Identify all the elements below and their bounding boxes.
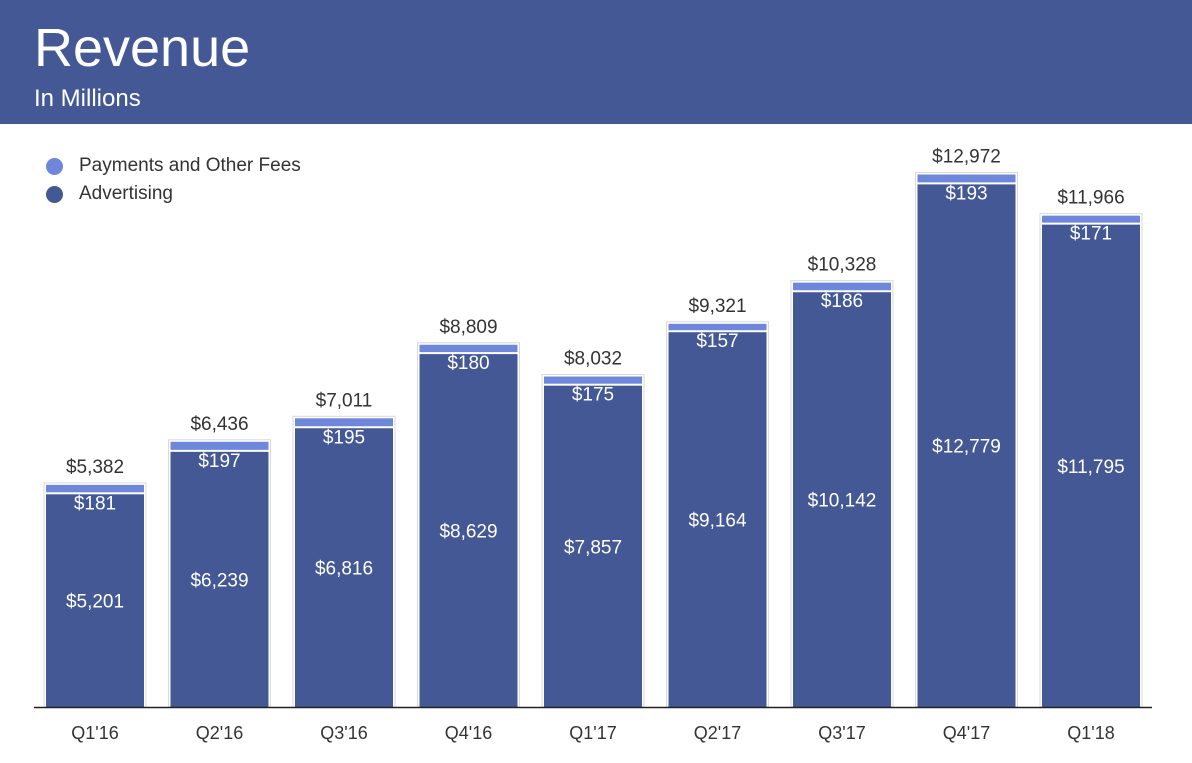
total-label: $7,011 — [316, 390, 373, 411]
x-tick-label: Q2'16 — [196, 723, 243, 743]
x-tick-label: Q1'16 — [71, 723, 118, 743]
bar-advertising — [295, 428, 393, 707]
bar-payments — [793, 282, 891, 291]
legend-dot-payments-icon — [46, 157, 63, 175]
x-tick-label: Q2'17 — [694, 723, 741, 743]
x-tick-label: Q3'16 — [320, 723, 367, 743]
advertising-label: $5,201 — [66, 592, 124, 613]
payments-label: $157 — [696, 331, 738, 352]
bar-advertising — [1042, 224, 1140, 707]
x-tick-label: Q1'18 — [1067, 723, 1114, 743]
bar-payments — [544, 376, 642, 384]
total-label: $5,382 — [66, 457, 124, 478]
bar-advertising — [917, 184, 1016, 707]
x-tick-label: Q1'17 — [569, 723, 616, 743]
payments-label: $181 — [74, 493, 116, 514]
payments-label: $186 — [821, 291, 863, 312]
advertising-label: $8,629 — [439, 522, 497, 543]
bar-advertising — [419, 354, 518, 707]
legend-dot-advertising-icon — [46, 185, 63, 203]
x-tick-label: Q3'17 — [818, 723, 865, 743]
bar-payments — [1042, 215, 1140, 223]
x-tick-label: Q4'17 — [943, 723, 990, 743]
bar-payments — [46, 484, 144, 493]
legend-label-advertising: Advertising — [79, 183, 173, 204]
total-label: $12,972 — [932, 147, 1001, 168]
legend-item-payments: Payments and Other Fees — [46, 152, 301, 180]
payments-label: $195 — [323, 427, 365, 448]
bar-advertising — [46, 494, 144, 707]
payments-label: $171 — [1070, 224, 1112, 245]
bar-advertising — [793, 292, 891, 707]
bar-payments — [668, 323, 767, 331]
payments-label: $197 — [198, 451, 240, 472]
advertising-label: $6,816 — [315, 559, 373, 580]
advertising-label: $9,164 — [688, 511, 747, 532]
payments-label: $193 — [945, 183, 987, 204]
payments-label: $180 — [447, 353, 489, 374]
legend: Payments and Other Fees Advertising — [46, 152, 301, 208]
payments-label: $175 — [572, 385, 614, 406]
advertising-label: $11,795 — [1057, 457, 1124, 478]
total-label: $11,966 — [1057, 188, 1124, 209]
legend-label-payments: Payments and Other Fees — [79, 155, 301, 176]
x-tick-label: Q4'16 — [445, 723, 492, 743]
advertising-label: $12,779 — [932, 437, 1001, 458]
total-label: $6,436 — [190, 414, 248, 435]
total-label: $8,032 — [564, 349, 622, 370]
bar-advertising — [544, 385, 642, 707]
total-label: $10,328 — [808, 255, 877, 276]
bar-advertising — [668, 332, 767, 707]
chart-title: Revenue — [34, 18, 251, 78]
legend-item-advertising: Advertising — [46, 180, 301, 208]
bar-payments — [170, 441, 269, 450]
total-label: $9,321 — [688, 296, 746, 317]
chart-subtitle: In Millions — [34, 85, 141, 112]
total-label: $8,809 — [439, 317, 497, 338]
advertising-label: $10,142 — [808, 491, 877, 512]
advertising-label: $6,239 — [190, 570, 248, 591]
advertising-label: $7,857 — [564, 537, 622, 558]
bar-payments — [917, 174, 1016, 183]
bar-payments — [295, 418, 393, 427]
bar-payments — [419, 344, 518, 353]
bar-advertising — [170, 451, 269, 707]
chart-header: Revenue In Millions — [0, 0, 1192, 124]
